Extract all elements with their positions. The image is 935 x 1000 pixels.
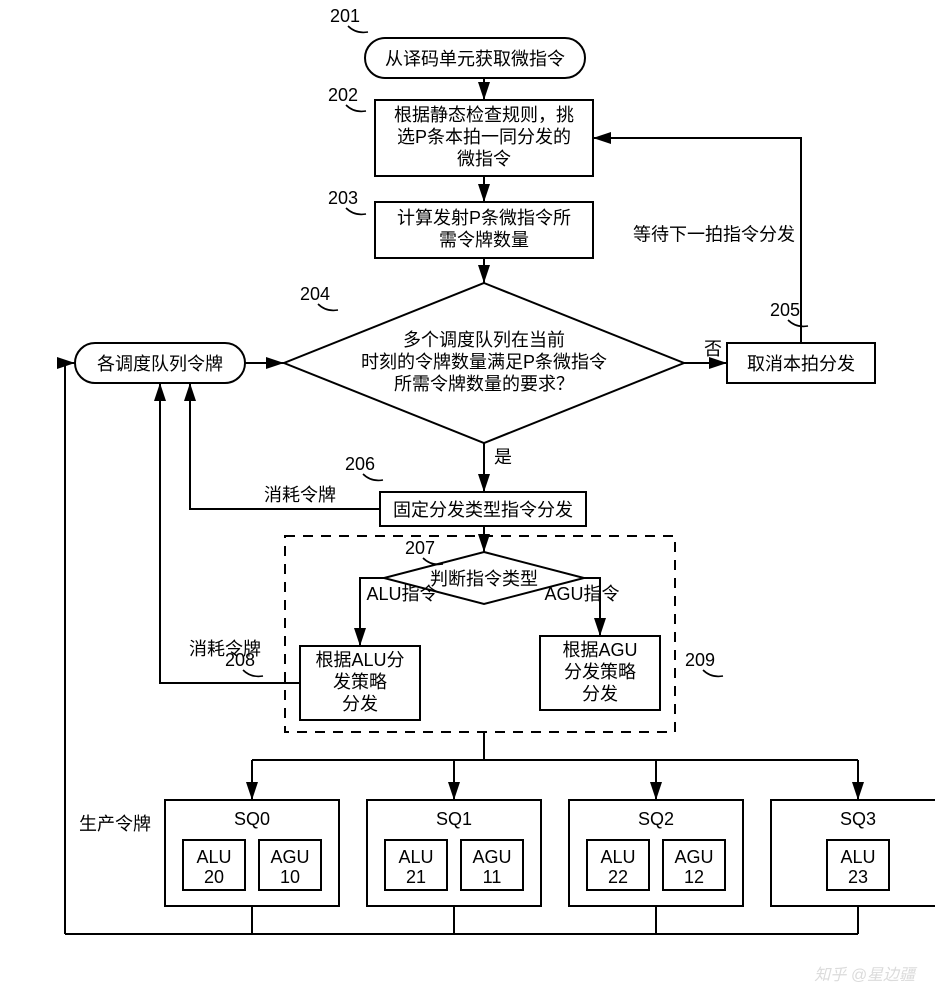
- svg-text:22: 22: [608, 867, 628, 887]
- svg-text:201: 201: [330, 6, 360, 26]
- svg-text:分发策略: 分发策略: [564, 662, 636, 682]
- svg-text:209: 209: [685, 650, 715, 670]
- svg-text:选P条本拍一同分发的: 选P条本拍一同分发的: [397, 127, 571, 147]
- svg-text:判断指令类型: 判断指令类型: [430, 569, 538, 589]
- svg-text:SQ1: SQ1: [436, 809, 472, 829]
- svg-text:消耗令牌: 消耗令牌: [264, 485, 336, 505]
- svg-text:分发: 分发: [582, 684, 618, 704]
- svg-text:否: 否: [704, 339, 722, 359]
- svg-text:取消本拍分发: 取消本拍分发: [747, 354, 855, 374]
- svg-text:21: 21: [406, 867, 426, 887]
- svg-text:各调度队列令牌: 各调度队列令牌: [97, 354, 223, 374]
- svg-text:ALU: ALU: [196, 847, 231, 867]
- svg-text:多个调度队列在当前: 多个调度队列在当前: [403, 330, 565, 350]
- svg-text:20: 20: [204, 867, 224, 887]
- svg-text:206: 206: [345, 454, 375, 474]
- svg-text:发策略: 发策略: [333, 672, 387, 692]
- svg-text:SQ0: SQ0: [234, 809, 270, 829]
- svg-text:知乎 @星边疆: 知乎 @星边疆: [814, 966, 918, 984]
- svg-text:等待下一拍指令分发: 等待下一拍指令分发: [633, 225, 795, 245]
- svg-text:根据静态检查规则，挑: 根据静态检查规则，挑: [394, 105, 574, 125]
- svg-text:所需令牌数量的要求？: 所需令牌数量的要求？: [394, 374, 574, 394]
- svg-text:204: 204: [300, 284, 330, 304]
- svg-text:AGU: AGU: [270, 847, 309, 867]
- svg-text:根据ALU分: 根据ALU分: [315, 650, 404, 670]
- svg-text:分发: 分发: [342, 694, 378, 714]
- svg-text:生产令牌: 生产令牌: [79, 814, 151, 834]
- svg-text:AGU: AGU: [674, 847, 713, 867]
- svg-text:根据AGU: 根据AGU: [562, 640, 637, 660]
- svg-text:从译码单元获取微指令: 从译码单元获取微指令: [385, 49, 565, 69]
- svg-text:微指令: 微指令: [457, 149, 511, 169]
- svg-text:203: 203: [328, 188, 358, 208]
- svg-text:12: 12: [684, 867, 704, 887]
- svg-text:23: 23: [848, 867, 868, 887]
- svg-text:AGU指令: AGU指令: [544, 584, 619, 604]
- svg-text:SQ3: SQ3: [840, 809, 876, 829]
- svg-text:消耗令牌: 消耗令牌: [189, 639, 261, 659]
- svg-text:时刻的令牌数量满足P条微指令: 时刻的令牌数量满足P条微指令: [361, 352, 607, 372]
- svg-text:ALU: ALU: [840, 847, 875, 867]
- svg-text:固定分发类型指令分发: 固定分发类型指令分发: [393, 500, 573, 520]
- svg-text:ALU指令: ALU指令: [366, 584, 437, 604]
- svg-text:AGU: AGU: [472, 847, 511, 867]
- svg-text:207: 207: [405, 538, 435, 558]
- svg-text:SQ2: SQ2: [638, 809, 674, 829]
- svg-text:11: 11: [483, 867, 502, 887]
- svg-text:205: 205: [770, 300, 800, 320]
- svg-text:10: 10: [280, 867, 300, 887]
- svg-text:202: 202: [328, 85, 358, 105]
- svg-text:需令牌数量: 需令牌数量: [439, 230, 529, 250]
- svg-text:计算发射P条微指令所: 计算发射P条微指令所: [397, 208, 571, 228]
- svg-text:ALU: ALU: [600, 847, 635, 867]
- svg-text:ALU: ALU: [398, 847, 433, 867]
- svg-text:是: 是: [494, 447, 512, 467]
